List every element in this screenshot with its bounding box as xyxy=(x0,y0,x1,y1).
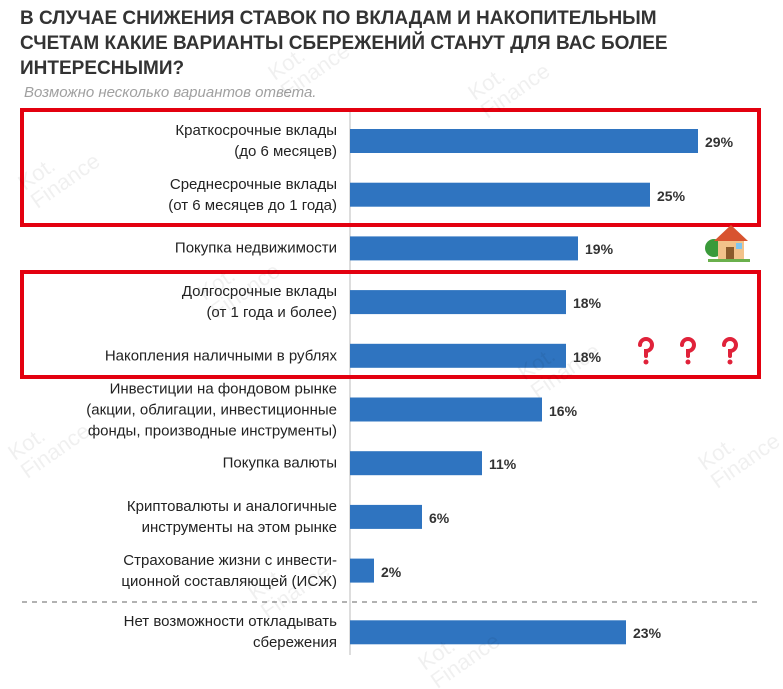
house-icon xyxy=(705,225,750,262)
bar xyxy=(350,397,542,422)
category-label: Покупка недвижимости xyxy=(174,239,337,257)
value-label: 19% xyxy=(585,241,614,258)
value-label: 18% xyxy=(573,348,602,365)
value-label: 2% xyxy=(381,563,402,580)
chart-subtitle: Возможно несколько вариантов ответа. xyxy=(24,84,317,101)
category-label: Криптовалюты и аналогичные инструменты н… xyxy=(126,497,337,536)
bar xyxy=(350,343,566,368)
highlight-box xyxy=(20,108,761,227)
category-label: Накопления наличными в рублях xyxy=(104,347,337,365)
value-label: 6% xyxy=(429,509,450,526)
bar xyxy=(350,620,626,645)
bar xyxy=(350,236,578,261)
category-label: Покупка валюты xyxy=(222,454,337,472)
value-label: 25% xyxy=(657,187,686,204)
highlight-box xyxy=(20,270,761,379)
question-dots xyxy=(643,359,733,365)
bar xyxy=(350,290,566,315)
bar xyxy=(350,504,422,529)
bar xyxy=(350,558,374,583)
category-label: Долгосрочные вклады (от 1 года и более) xyxy=(181,283,337,322)
category-label: Инвестиции на фондовом рынке (акции, обл… xyxy=(86,380,337,439)
category-label: Среднесрочные вклады (от 6 месяцев до 1 … xyxy=(168,175,337,214)
value-label: 11% xyxy=(489,455,517,472)
chart-title: В случае снижения ставок по вкладам и на… xyxy=(20,8,668,79)
value-label: 23% xyxy=(633,625,662,642)
question-icons xyxy=(638,337,738,358)
bar xyxy=(350,451,482,476)
category-label: Страхование жизни с инвести- ционной сос… xyxy=(121,551,337,590)
category-label: Краткосрочные вклады (до 6 месяцев) xyxy=(175,122,337,160)
value-label: 18% xyxy=(573,294,602,311)
category-label: Нет возможности откладывать сбережения xyxy=(123,613,337,652)
value-label: 16% xyxy=(549,402,578,419)
bar xyxy=(350,182,650,207)
bar xyxy=(350,129,698,153)
value-label: 29% xyxy=(705,133,734,150)
